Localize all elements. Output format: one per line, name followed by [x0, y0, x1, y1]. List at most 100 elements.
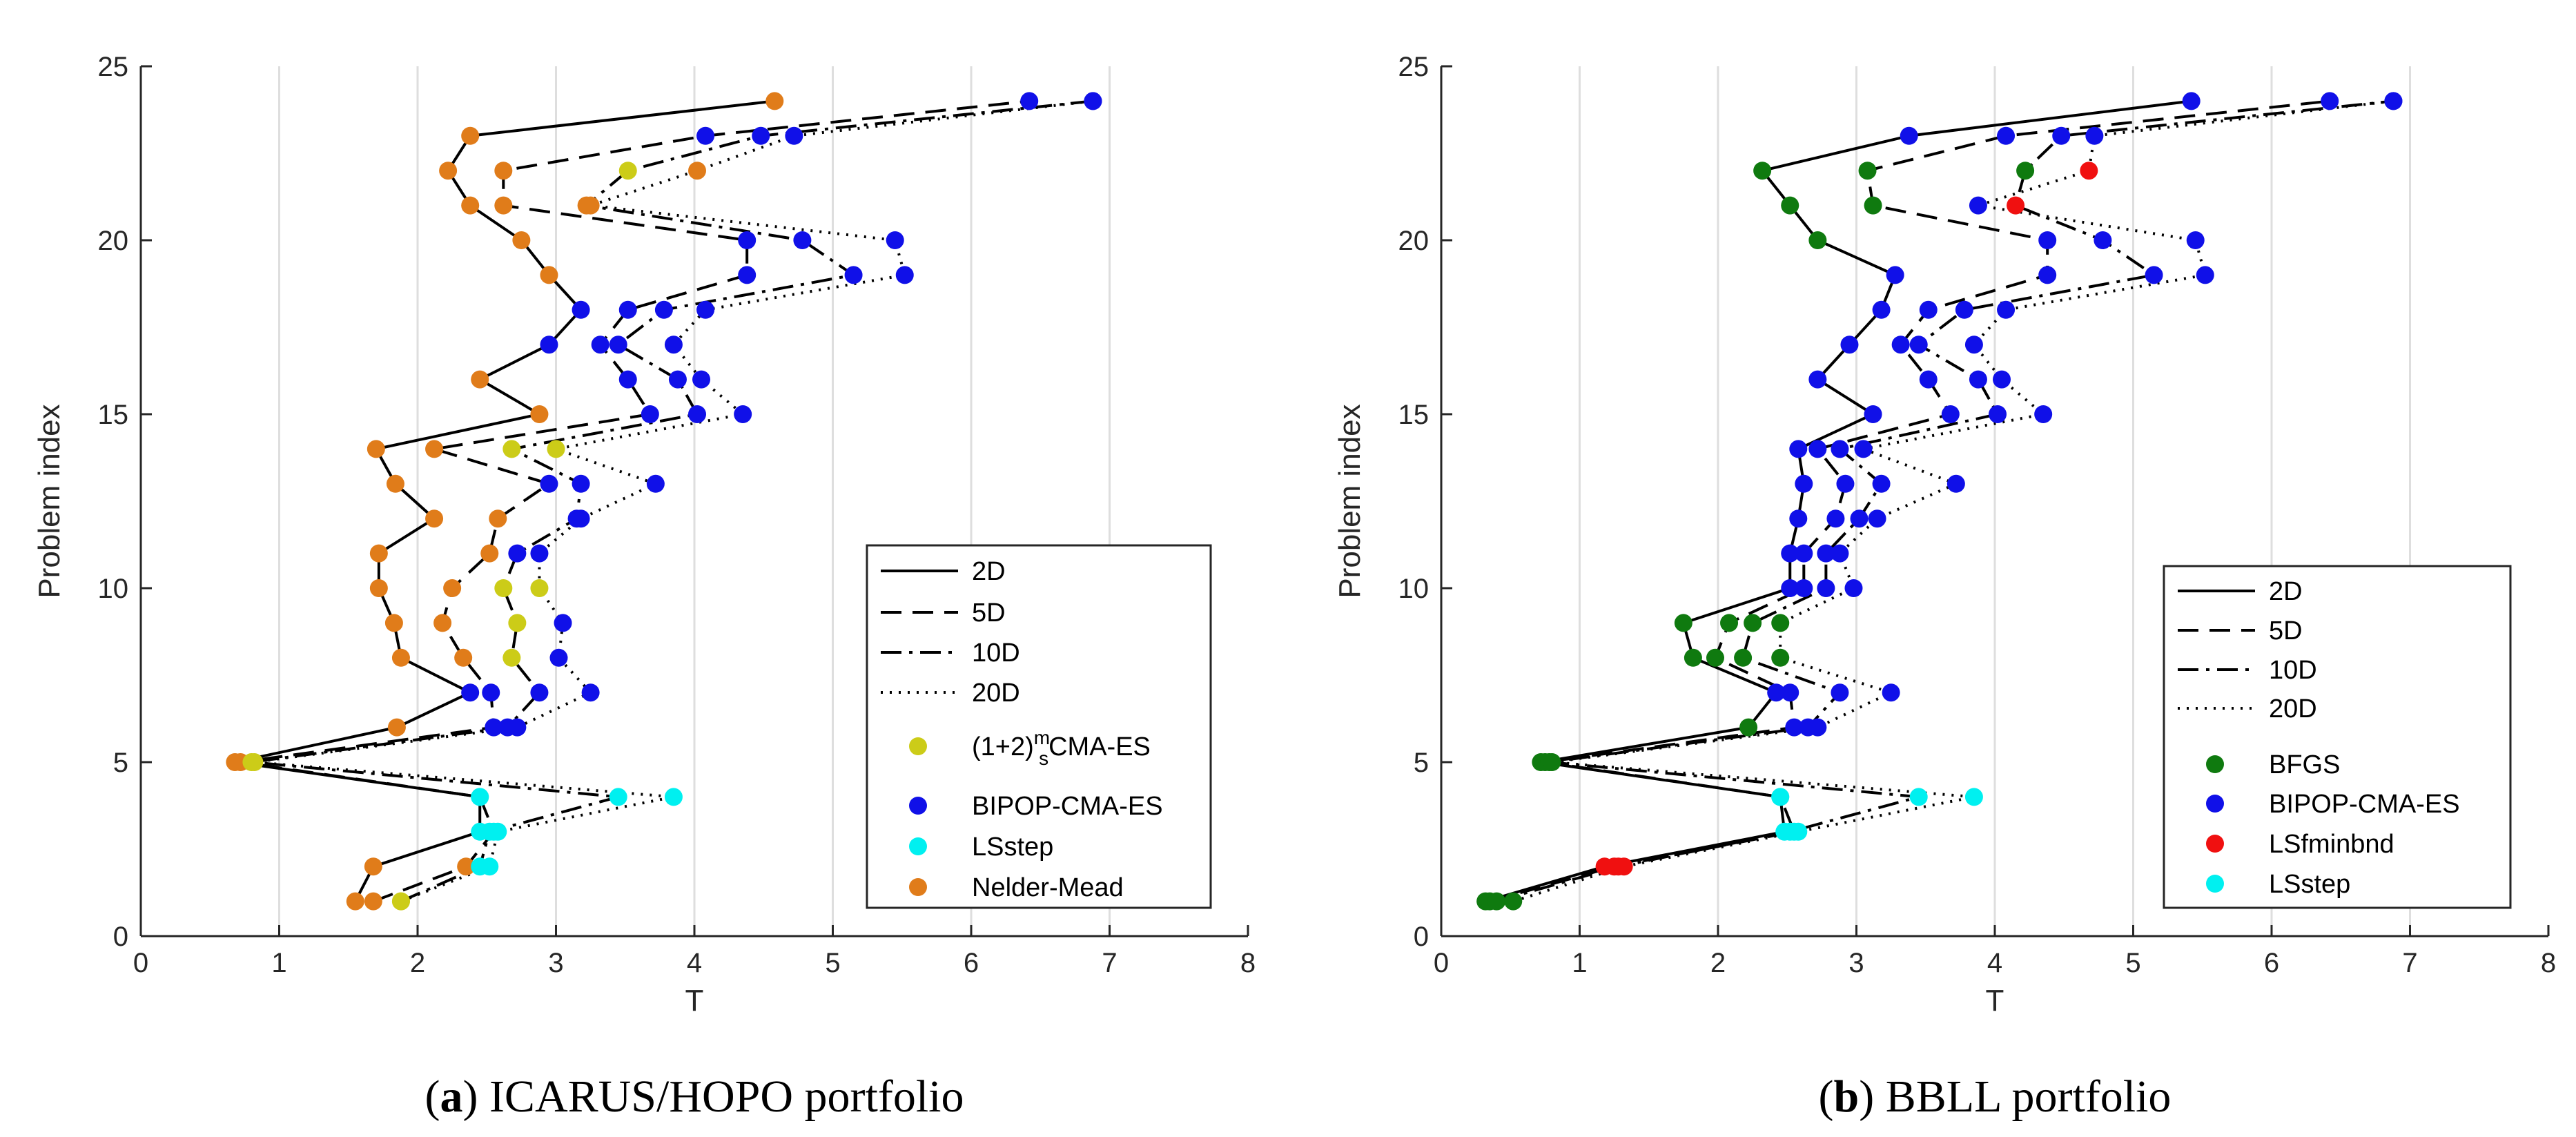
y-tick-label: 10: [98, 574, 129, 604]
x-tick-label: 0: [133, 948, 148, 978]
data-point: [1771, 788, 1790, 806]
data-point: [1955, 300, 1973, 319]
y-tick-label: 0: [1414, 922, 1429, 952]
data-point: [471, 370, 489, 389]
data-point: [482, 683, 500, 702]
x-tick-label: 0: [1434, 948, 1449, 978]
data-point: [1997, 300, 2016, 319]
data-point: [540, 266, 558, 284]
data-point: [609, 336, 627, 354]
data-point: [1706, 648, 1724, 667]
caption-title: BBLL portfolio: [1886, 1071, 2172, 1122]
data-point: [752, 126, 770, 145]
series-line-5d: [1489, 99, 2330, 903]
data-point: [1868, 509, 1886, 528]
data-point: [1997, 126, 2016, 145]
legend-label: LSfminbnd: [2269, 830, 2394, 859]
legend-label: 2D: [972, 557, 1006, 586]
x-tick-label: 7: [2402, 948, 2417, 978]
data-point: [2186, 231, 2205, 249]
legend-label: 10D: [972, 639, 1020, 668]
data-point: [2145, 266, 2163, 284]
data-point: [734, 405, 752, 423]
data-point: [489, 822, 507, 841]
x-tick-label: 3: [548, 948, 563, 978]
data-point: [1781, 196, 1799, 215]
data-point: [480, 544, 499, 563]
data-point: [1795, 579, 1813, 597]
data-point: [1781, 579, 1799, 597]
x-tick-label: 4: [687, 948, 702, 978]
caption-panel-label: b: [1834, 1071, 1860, 1122]
data-point: [391, 892, 410, 911]
data-point: [2016, 162, 2035, 180]
data-point: [886, 231, 904, 249]
data-point: [1909, 336, 1928, 354]
data-point: [425, 509, 444, 528]
y-axis-label: Problem index: [1333, 404, 1367, 598]
y-tick-label: 25: [1398, 52, 1430, 82]
data-point: [844, 266, 863, 284]
data-point: [1767, 683, 1786, 702]
data-point: [1771, 648, 1790, 667]
data-point: [494, 579, 513, 597]
data-point: [2094, 231, 2112, 249]
data-point: [494, 162, 513, 180]
legend-marker-swatch: [2206, 835, 2224, 853]
data-point: [2321, 92, 2339, 110]
legend: 2D 5D 10D 20D BFGS BIPOP-CMA-ES LSfminbnd LSste…: [2163, 565, 2512, 909]
data-point: [1872, 300, 1891, 319]
data-point: [554, 614, 572, 632]
data-point: [540, 336, 558, 354]
y-tick-label: 5: [113, 748, 128, 778]
legend-marker-swatch: [2206, 795, 2224, 813]
legend-label-superscript: m: [1034, 727, 1050, 748]
y-tick-label: 20: [98, 226, 129, 256]
data-point: [1789, 440, 1808, 458]
data-point: [1850, 509, 1868, 528]
data-point: [461, 126, 480, 145]
data-point: [1836, 474, 1855, 493]
data-point: [1946, 474, 1965, 493]
legend-label: Nelder-Mead: [972, 873, 1124, 902]
data-point: [1831, 440, 1849, 458]
data-point: [387, 718, 406, 737]
data-point: [471, 788, 489, 806]
data-point: [364, 857, 382, 876]
data-point: [1969, 196, 1987, 215]
data-point: [425, 440, 444, 458]
series-line-5d: [240, 99, 1030, 903]
data-point: [508, 544, 527, 563]
data-point: [369, 544, 388, 563]
data-point: [1864, 196, 1882, 215]
legend-marker-swatch: [2206, 755, 2224, 773]
data-point: [1739, 718, 1758, 737]
data-point: [2038, 231, 2057, 249]
data-point: [572, 474, 590, 493]
data-point: [1789, 509, 1808, 528]
x-tick-label: 1: [1572, 948, 1587, 978]
data-point: [502, 440, 521, 458]
x-tick-label: 6: [2264, 948, 2279, 978]
data-point: [1840, 336, 1859, 354]
legend-label: (1+2)m sCMA-ES: [972, 727, 1151, 769]
data-point: [581, 196, 600, 215]
data-point: [688, 405, 707, 423]
data-point: [618, 300, 637, 319]
y-tick-label: 5: [1414, 748, 1429, 778]
data-point: [364, 892, 382, 911]
data-point: [1826, 509, 1845, 528]
y-tick-label: 0: [113, 922, 128, 952]
data-point: [1941, 405, 1960, 423]
data-point: [1720, 614, 1739, 632]
data-point: [2080, 162, 2098, 180]
data-point: [530, 544, 549, 563]
legend-label: BIPOP-CMA-ES: [2269, 790, 2460, 819]
data-point: [530, 405, 549, 423]
data-point: [547, 440, 565, 458]
data-point: [384, 614, 403, 632]
data-point: [654, 300, 673, 319]
x-tick-label: 5: [2125, 948, 2140, 978]
data-point: [489, 509, 507, 528]
data-point: [2085, 126, 2104, 145]
